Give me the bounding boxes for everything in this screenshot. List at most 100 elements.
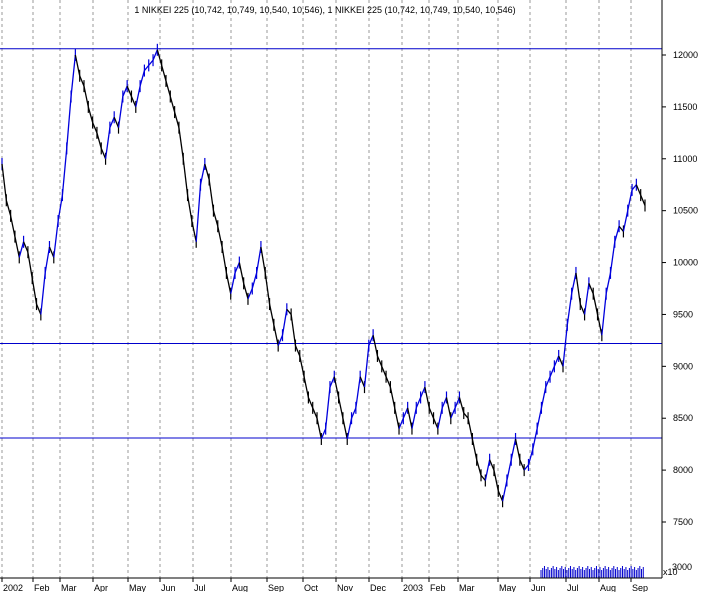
- x-tick-label: Aug: [600, 583, 616, 592]
- price-segment: [79, 75, 85, 87]
- price-segment: [467, 418, 474, 440]
- price-segment: [441, 397, 448, 409]
- price-segment: [579, 303, 586, 315]
- price-segment: [627, 189, 633, 211]
- price-segment: [74, 54, 81, 76]
- price-segment: [161, 65, 167, 82]
- price-segment: [156, 49, 163, 66]
- price-segment: [566, 293, 573, 325]
- price-segment: [234, 262, 240, 274]
- price-segment: [609, 241, 616, 274]
- price-segment: [109, 117, 115, 128]
- price-segment: [260, 246, 266, 274]
- price-segment: [588, 283, 594, 294]
- price-segment: [22, 241, 29, 253]
- price-segment: [247, 288, 253, 300]
- x-tick-label: Dec: [370, 583, 387, 592]
- price-segment: [100, 148, 107, 160]
- price-segment: [536, 407, 543, 429]
- x-tick-label: Jun: [531, 583, 546, 592]
- price-segment: [372, 335, 379, 357]
- price-segment: [320, 428, 327, 440]
- price-segment: [135, 86, 141, 108]
- price-segment: [549, 366, 555, 377]
- y-tick-label: 8000: [673, 465, 693, 475]
- price-segment: [519, 459, 525, 471]
- x-tick-label: Mar: [459, 583, 475, 592]
- price-segment: [40, 272, 46, 315]
- price-segment: [273, 324, 279, 346]
- price-segment: [471, 438, 478, 460]
- price-segment: [70, 54, 77, 97]
- x-tick-label: 2002: [3, 583, 23, 592]
- x-tick-label: Jul: [194, 583, 206, 592]
- price-segment: [532, 428, 538, 450]
- price-segment: [514, 438, 521, 460]
- price-segment: [484, 459, 491, 481]
- price-segment: [173, 111, 180, 128]
- price-segment: [458, 397, 465, 414]
- price-segment: [381, 366, 387, 377]
- price-segment: [212, 210, 219, 227]
- price-segment: [346, 418, 353, 440]
- volume-label: 3000: [672, 562, 692, 572]
- price-segment: [631, 184, 637, 191]
- price-segment: [139, 70, 146, 87]
- price-segment: [605, 272, 612, 294]
- price-segment: [432, 417, 439, 429]
- y-tick-label: 7500: [673, 517, 693, 527]
- price-segment: [398, 417, 404, 429]
- chart-title: 1 NIKKEI 225 (10,742, 10,749, 10,540, 10…: [134, 5, 515, 15]
- y-tick-label: 10500: [673, 206, 698, 216]
- price-segment: [66, 96, 72, 149]
- y-tick-label: 8500: [673, 413, 693, 423]
- price-segment: [53, 220, 59, 258]
- y-tick-label: 12000: [673, 50, 698, 60]
- price-segment: [424, 386, 430, 408]
- x-tick-label: Jul: [567, 583, 579, 592]
- price-segment: [1, 163, 7, 201]
- price-segment: [476, 459, 482, 476]
- x-tick-label: Oct: [304, 583, 319, 592]
- price-segment: [126, 85, 133, 97]
- price-segment: [445, 397, 452, 419]
- price-segment: [5, 200, 12, 217]
- price-segment: [523, 464, 529, 471]
- price-segment: [303, 376, 310, 398]
- price-segment: [583, 283, 590, 315]
- price-segment: [191, 220, 197, 242]
- price-segment: [493, 469, 499, 491]
- price-segment: [238, 262, 245, 284]
- price-segment: [9, 215, 16, 237]
- price-segment: [255, 246, 262, 274]
- price-series: [1, 43, 646, 508]
- x-tick-label: Feb: [430, 583, 446, 592]
- x-tick-label: Jun: [161, 583, 176, 592]
- plot-background: [0, 0, 662, 578]
- price-segment: [389, 386, 396, 408]
- price-segment: [316, 418, 322, 440]
- volume-bars: [540, 566, 644, 578]
- price-segment: [415, 397, 422, 409]
- price-segment: [337, 397, 344, 419]
- price-segment: [204, 163, 210, 180]
- price-segment: [18, 241, 25, 258]
- price-segment: [363, 345, 370, 388]
- x-tick-label: Nov: [337, 583, 354, 592]
- price-segment: [178, 127, 184, 159]
- price-segment: [307, 397, 314, 409]
- price-segment: [437, 407, 443, 429]
- price-segment: [454, 397, 461, 409]
- price-segment: [394, 407, 400, 429]
- price-segment: [48, 246, 55, 258]
- x-tick-label: Feb: [34, 583, 50, 592]
- price-segment: [558, 355, 564, 367]
- price-segment: [601, 293, 607, 336]
- price-segment: [411, 407, 417, 429]
- price-segment: [113, 117, 120, 128]
- price-segment: [122, 85, 128, 97]
- x-axis: 2002 Feb Mar Apr May Jun Jul Aug Sep Oct Nov Dec 200…: [1, 578, 648, 592]
- x-tick-label: Sep: [268, 583, 284, 592]
- price-segment: [230, 272, 236, 294]
